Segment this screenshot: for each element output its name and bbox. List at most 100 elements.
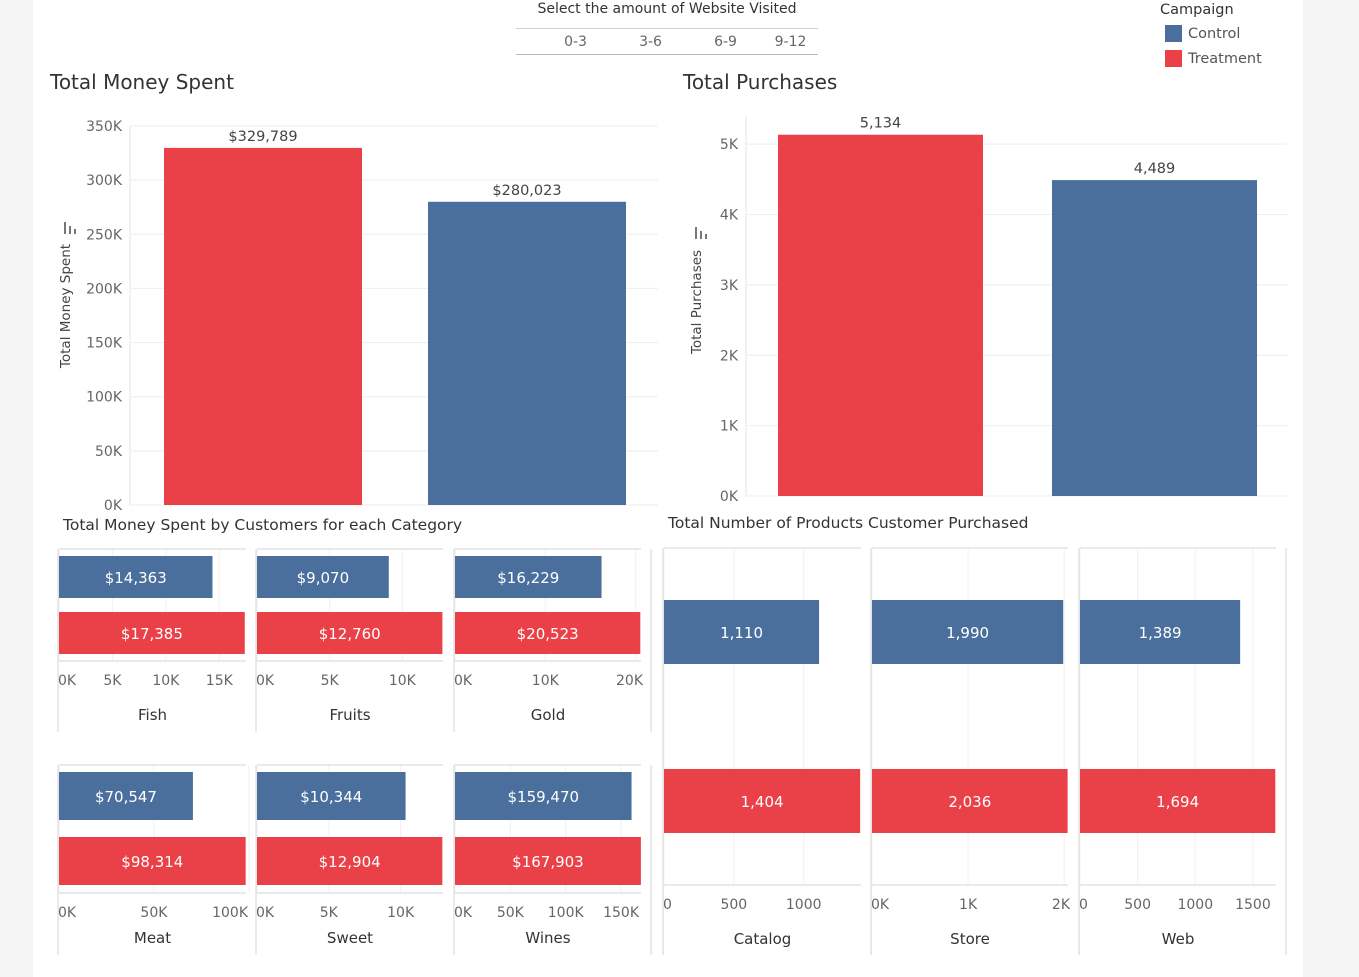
category-sweet-bar-label-treatment: $12,904 <box>319 853 381 871</box>
category-fruits-bar-label-treatment: $12,760 <box>319 625 381 643</box>
category-wines-x-tick-label: 0K <box>454 905 473 921</box>
category-meat-bar-treatment <box>59 837 246 885</box>
money-y-tick-label: 200K <box>86 281 123 297</box>
category-gold-bar-control <box>455 556 602 598</box>
purchases-y-tick-label: 1K <box>720 419 739 435</box>
purchases-y-tick-label: 4K <box>720 208 739 224</box>
category-meat-x-tick-label: 50K <box>140 905 168 921</box>
money-y-tick-label: 350K <box>86 119 123 135</box>
channels-catalog-x-tick-label: 1000 <box>786 897 822 913</box>
website-visits-filter: Select the amount of Website Visited 0-3… <box>516 0 818 56</box>
category-fish-panel-name: Fish <box>138 706 167 724</box>
channels-catalog-panel-name: Catalog <box>734 930 792 948</box>
channel-chart-title: Total Number of Products Customer Purcha… <box>668 514 1029 532</box>
money-y-tick-label: 50K <box>95 444 123 460</box>
channels-catalog-x-tick-label: 500 <box>720 897 747 913</box>
money-sort-icon <box>64 222 66 234</box>
legend-swatch-treatment <box>1165 50 1182 67</box>
category-meat-x-tick-label: 0K <box>58 905 77 921</box>
channels-catalog-bar-label-treatment: 1,404 <box>741 793 784 811</box>
category-fish-x-tick-label: 0K <box>58 673 77 689</box>
category-gold-x-tick-label: 10K <box>532 673 560 689</box>
category-fruits-bar-treatment <box>257 612 443 654</box>
category-gold-bar-treatment <box>455 612 641 654</box>
channels-web-panel-name: Web <box>1162 930 1195 948</box>
money-bar-treatment <box>164 147 362 505</box>
purchases-y-tick-label: 3K <box>720 278 739 294</box>
category-sweet-x-tick-label: 0K <box>256 905 275 921</box>
channels-web-x-tick-label: 1000 <box>1177 897 1213 913</box>
channels-catalog-bar-label-control: 1,110 <box>720 624 763 642</box>
category-gold-x-tick-label: 20K <box>616 673 644 689</box>
purchases-y-tick-label: 0K <box>720 489 739 505</box>
purchases-bar-treatment <box>778 134 983 497</box>
channels-web-x-tick-label: 0 <box>1079 897 1088 913</box>
category-fruits-x-tick-label: 0K <box>256 673 275 689</box>
channels-web-bar-treatment <box>1080 769 1276 833</box>
category-wines-bar-treatment <box>455 837 641 885</box>
channels-store-x-tick-label: 0K <box>871 897 890 913</box>
category-fruits-x-tick-label: 5K <box>321 673 340 689</box>
category-wines-x-tick-label: 50K <box>497 905 525 921</box>
channels-store-bar-label-treatment: 2,036 <box>948 793 991 811</box>
category-wines-x-tick-label: 150K <box>603 905 640 921</box>
channels-store-bar-label-control: 1,990 <box>946 624 989 642</box>
category-gold-x-tick-label: 0K <box>454 673 473 689</box>
charts-svg: 0K 50K 100K 150K 200K 250K 300K 350K Total Money… <box>57 116 1287 955</box>
campaign-legend: Campaign Control Treatment <box>1160 0 1300 72</box>
channels-web-bar-label-control: 1,389 <box>1139 624 1182 642</box>
legend-item-control[interactable]: Control <box>1165 25 1300 42</box>
category-gold-panel-name: Gold <box>531 706 566 724</box>
channels-store-x-tick-label: 1K <box>959 897 978 913</box>
category-meat-x-tick-label: 100K <box>212 905 249 921</box>
purchases-bar-label-treatment: 5,134 <box>860 116 902 132</box>
category-fish-bar-control <box>59 556 213 598</box>
category-gold-bar-label-control: $16,229 <box>497 569 559 587</box>
filter-option-0-3[interactable]: 0-3 <box>564 34 587 50</box>
category-wines-bar-label-control: $159,470 <box>507 788 579 806</box>
category-meat-bar-label-treatment: $98,314 <box>121 853 183 871</box>
category-fish-bar-label-control: $14,363 <box>105 569 167 587</box>
filter-option-9-12[interactable]: 9-12 <box>774 34 807 50</box>
legend-label-treatment: Treatment <box>1188 50 1262 67</box>
purchases-sort-icon <box>700 231 702 239</box>
category-fish-bar-treatment <box>59 612 245 654</box>
category-fruits-bar-control <box>257 556 389 598</box>
purchases-bar-control <box>1052 180 1257 496</box>
money-y-tick-label: 150K <box>86 336 123 352</box>
purchases-y-tick-label: 2K <box>720 348 739 364</box>
money-y-tick-label: 100K <box>86 390 123 406</box>
filter-option-3-6[interactable]: 3-6 <box>639 34 662 50</box>
category-chart-title: Total Money Spent by Customers for each … <box>63 516 463 534</box>
purchases-y-axis-label: Total Purchases <box>689 250 705 355</box>
filter-option-6-9[interactable]: 6-9 <box>714 34 737 50</box>
channels-web-bar-label-treatment: 1,694 <box>1156 793 1199 811</box>
money-y-tick-label: 0K <box>104 498 123 514</box>
category-sweet-x-tick-label: 10K <box>387 905 415 921</box>
money-y-tick-label: 300K <box>86 173 123 189</box>
channels-store-x-tick-label: 2K <box>1052 897 1071 913</box>
category-fish-x-tick-label: 15K <box>206 673 234 689</box>
category-wines-panel-name: Wines <box>525 929 570 947</box>
purchases-sort-icon <box>695 227 697 239</box>
money-y-axis-label: Total Money Spent <box>58 244 74 369</box>
category-fish-x-tick-label: 10K <box>152 673 180 689</box>
category-fruits-bar-label-control: $9,070 <box>297 569 350 587</box>
category-meat-bar-label-control: $70,547 <box>95 788 157 806</box>
channels-web-x-tick-label: 500 <box>1124 897 1151 913</box>
channels-store-bar-control <box>872 600 1064 664</box>
category-gold-bar-label-treatment: $20,523 <box>517 625 579 643</box>
purchases-sort-icon <box>705 234 707 239</box>
channels-catalog-bar-treatment <box>664 769 861 833</box>
purchases-bar-label-control: 4,489 <box>1134 161 1176 177</box>
channels-catalog-bar-control <box>664 600 820 664</box>
category-wines-x-tick-label: 100K <box>548 905 585 921</box>
category-meat-bar-control <box>59 772 193 820</box>
purchases-chart-title: Total Purchases <box>683 70 838 94</box>
channels-catalog-x-tick-label: 0 <box>663 897 672 913</box>
category-fruits-panel-name: Fruits <box>329 706 370 724</box>
category-wines-bar-label-treatment: $167,903 <box>512 853 584 871</box>
money-bar-label-control: $280,023 <box>492 183 561 199</box>
category-fish-x-tick-label: 5K <box>103 673 122 689</box>
legend-item-treatment[interactable]: Treatment <box>1165 50 1300 67</box>
